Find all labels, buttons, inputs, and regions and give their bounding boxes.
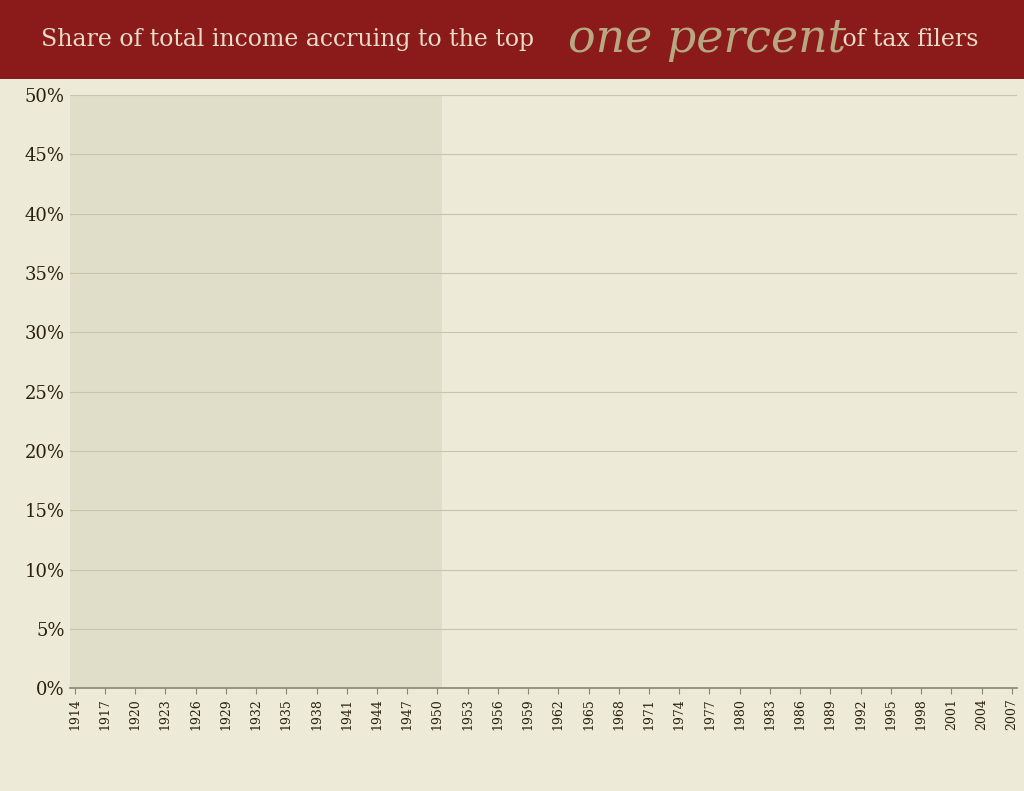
Text: of tax filers: of tax filers bbox=[835, 28, 978, 51]
Bar bbox=[70, 95, 442, 688]
Text: Share of total income accruing to the top: Share of total income accruing to the to… bbox=[41, 28, 542, 51]
Text: one percent: one percent bbox=[568, 17, 846, 62]
